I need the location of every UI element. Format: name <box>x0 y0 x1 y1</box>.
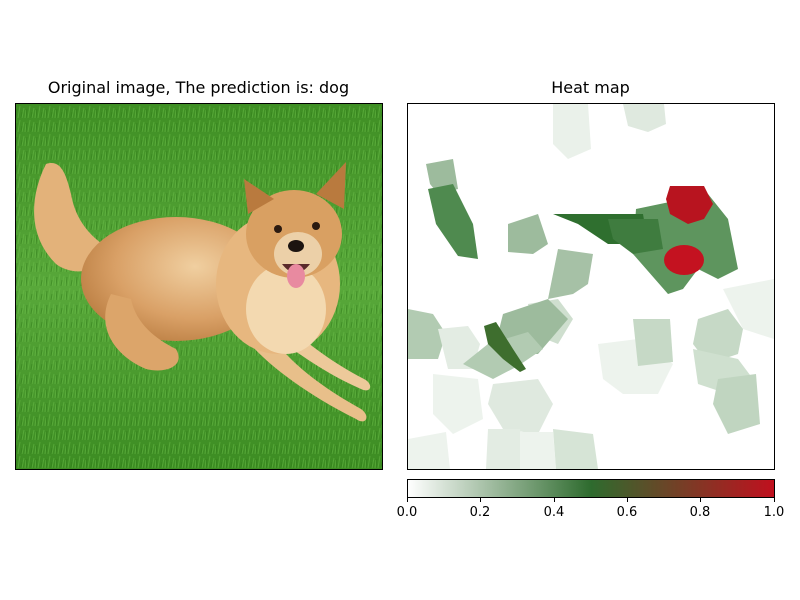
colorbar-tick <box>627 498 628 502</box>
colorbar-tick <box>774 498 775 502</box>
colorbar <box>407 479 775 498</box>
colorbar-tick-label: 0.2 <box>469 505 491 520</box>
colorbar-tick-label: 0.4 <box>543 505 565 520</box>
colorbar-tick <box>407 498 408 502</box>
heat-map-title: Heat map <box>551 78 630 97</box>
colorbar-tick-label: 0.8 <box>689 505 711 520</box>
colorbar-tick <box>700 498 701 502</box>
colorbar-tick <box>480 498 481 502</box>
colorbar-tick-label: 0.0 <box>396 505 418 520</box>
colorbar-tick-label: 0.6 <box>616 505 638 520</box>
colorbar-tick <box>554 498 555 502</box>
heat-map <box>407 103 775 470</box>
colorbar-tick-label: 1.0 <box>763 505 785 520</box>
original-image <box>15 103 383 470</box>
original-image-title: Original image, The prediction is: dog <box>47 78 350 97</box>
